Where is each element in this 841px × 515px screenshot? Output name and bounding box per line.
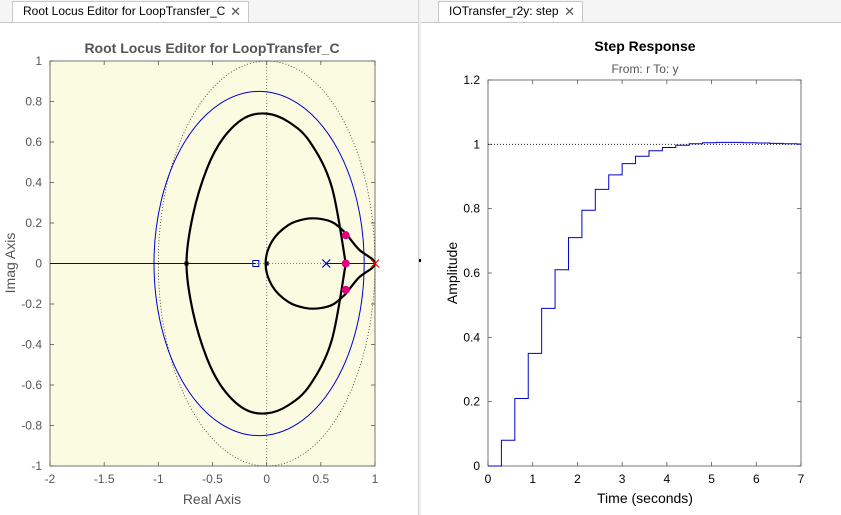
axis-ticks: -2 -1.5 -1 -0.5 0 0.5 1 1 0.8 0.6 0.4 0.2 0 -0.2 -0.4 -… — [21, 54, 378, 486]
tab-label: IOTransfer_r2y: step — [449, 4, 559, 18]
locus-point-marker — [184, 261, 189, 266]
x-tick-label: 1 — [372, 472, 379, 486]
x-axis-label: Time (seconds) — [597, 490, 693, 506]
close-icon[interactable]: ✕ — [230, 4, 241, 19]
plot-subtitle: From: r To: y — [611, 62, 678, 76]
x-tick-label: 0 — [485, 472, 492, 486]
y-tick-label: 0.4 — [25, 176, 42, 190]
closed-loop-pole-marker — [341, 285, 350, 294]
plot-area — [487, 79, 802, 467]
open-loop-zero-marker — [252, 260, 260, 267]
y-axis-label: Amplitude — [444, 242, 460, 304]
left-tab-bar: Root Locus Editor for LoopTransfer_C ✕ — [0, 0, 418, 23]
y-tick-label: -0.6 — [21, 378, 42, 392]
panel-splitter[interactable] — [418, 0, 422, 515]
tab-label: Root Locus Editor for LoopTransfer_C — [23, 4, 226, 18]
close-icon[interactable]: ✕ — [564, 4, 575, 19]
x-tick-label: 7 — [798, 472, 805, 486]
x-tick-label: 3 — [619, 472, 626, 486]
y-tick-label: 0.2 — [25, 216, 42, 230]
y-tick-label: 0.2 — [463, 395, 480, 409]
plot-title: Step Response — [594, 38, 695, 54]
y-tick-label: -0.4 — [21, 338, 42, 352]
y-tick-label: 0.8 — [463, 202, 480, 216]
y-tick-label: 1.2 — [463, 73, 480, 87]
y-axis-label: Imag Axis — [2, 233, 18, 294]
open-loop-pole-marker — [370, 259, 380, 268]
y-tick-label: 1 — [35, 54, 42, 68]
y-tick-label: 0.8 — [25, 95, 42, 109]
x-tick-label: -2 — [45, 472, 56, 486]
x-axis-label: Real Axis — [183, 491, 241, 507]
open-loop-pole-marker — [321, 259, 331, 268]
step-curve — [488, 141, 801, 467]
splitter-grip — [419, 259, 422, 262]
y-tick-label: 0 — [35, 257, 42, 271]
y-tick-label: -1 — [31, 459, 42, 473]
y-tick-label: 1 — [473, 137, 480, 151]
y-tick-label: 0.6 — [25, 135, 42, 149]
x-tick-label: 5 — [708, 472, 715, 486]
y-tick-label: 0.6 — [463, 266, 480, 280]
tab-step-response[interactable]: IOTransfer_r2y: step ✕ — [438, 1, 583, 22]
x-tick-label: 6 — [753, 472, 760, 486]
y-tick-label: 0 — [473, 459, 480, 473]
root-locus-panel: Root Locus Editor for LoopTransfer_C ✕ -… — [0, 0, 418, 515]
root-locus-plot[interactable]: -2 -1.5 -1 -0.5 0 0.5 1 1 0.8 0.6 0.4 0.2 0 -0.2 -0.4 -… — [0, 22, 418, 515]
y-tick-label: -0.8 — [21, 419, 42, 433]
y-tick-label: -0.2 — [21, 297, 42, 311]
y-tick-label: 0.4 — [463, 330, 480, 344]
markers — [184, 231, 380, 294]
step-response-line — [488, 141, 801, 467]
closed-loop-pole-marker — [341, 231, 350, 240]
right-tab-bar: IOTransfer_r2y: step ✕ — [421, 0, 841, 23]
step-response-panel: IOTransfer_r2y: step ✕ 0 1 2 3 4 5 6 7 1.2 1 0.8 0.… — [421, 0, 841, 515]
x-tick-label: -1.5 — [94, 472, 115, 486]
x-tick-label: 0 — [263, 472, 270, 486]
plot-title: Root Locus Editor for LoopTransfer_C — [84, 40, 339, 56]
x-tick-label: 4 — [664, 472, 671, 486]
step-response-plot[interactable]: 0 1 2 3 4 5 6 71.210.80.60.40.20 Step Response … — [421, 22, 841, 515]
x-tick-label: 0.5 — [312, 472, 329, 486]
x-tick-label: 2 — [574, 472, 581, 486]
x-tick-label: -0.5 — [202, 472, 223, 486]
x-tick-label: -1 — [153, 472, 164, 486]
tab-root-locus-editor[interactable]: Root Locus Editor for LoopTransfer_C ✕ — [12, 1, 249, 22]
x-tick-label: 1 — [529, 472, 536, 486]
locus-point-marker — [264, 261, 269, 266]
closed-loop-pole-marker — [341, 259, 350, 268]
axis-ticks: 0 1 2 3 4 5 6 7 1.2 1 0.8 0.6 0.4 0.2 0 — [463, 73, 804, 486]
